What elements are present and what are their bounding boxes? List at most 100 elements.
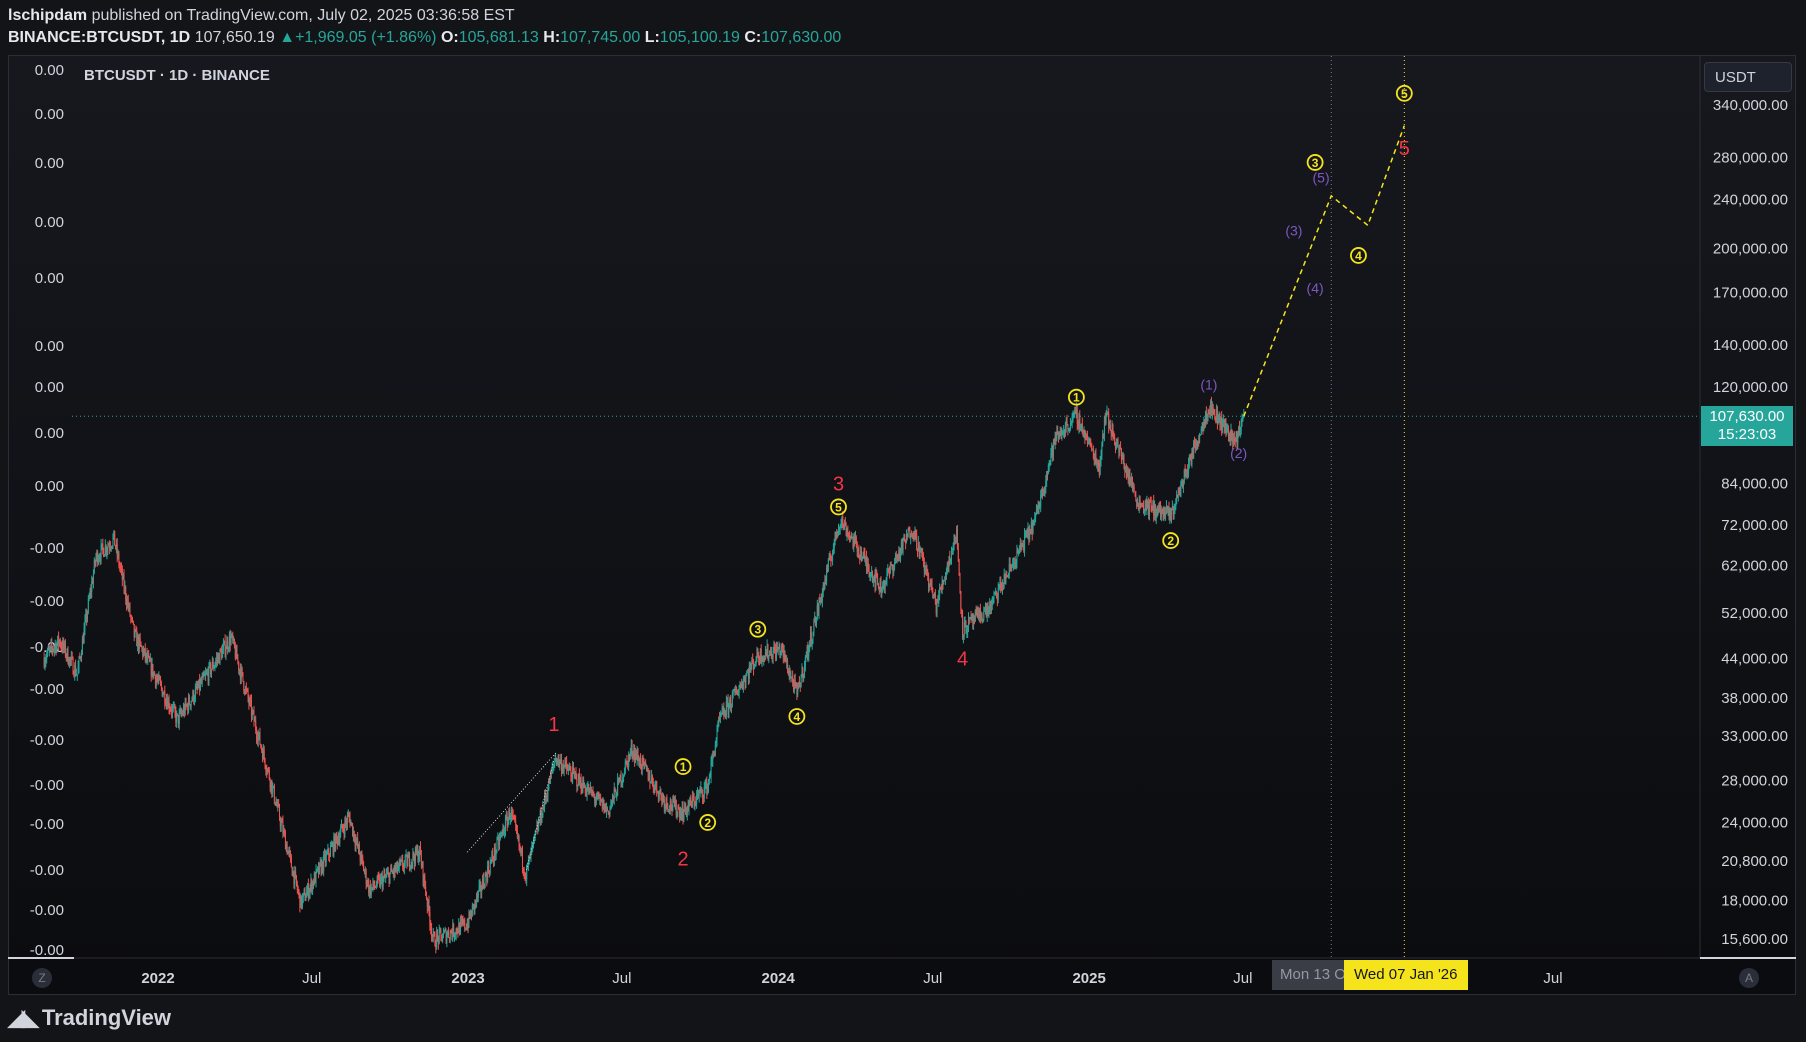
auto-scale-button[interactable]: A — [1739, 968, 1759, 988]
candle-body — [582, 779, 584, 793]
candle-body — [742, 687, 744, 689]
candle-body — [871, 572, 873, 582]
candle-body — [191, 699, 193, 702]
candle-body — [300, 895, 302, 908]
chart-panel[interactable] — [8, 55, 1796, 995]
candle-body — [43, 658, 45, 667]
candle-body — [475, 900, 477, 903]
candle-body — [1189, 454, 1191, 457]
candle-body — [989, 601, 991, 610]
candle-body — [207, 672, 209, 681]
candle-body — [283, 830, 285, 834]
candle-body — [1170, 509, 1172, 520]
candle-body — [222, 648, 224, 658]
candle-body — [578, 774, 580, 786]
candle-body — [567, 768, 569, 771]
candle-body — [951, 549, 953, 561]
candle-body — [1176, 495, 1178, 497]
candle-body — [164, 691, 166, 704]
candle-body — [874, 574, 876, 587]
candle-body — [625, 760, 627, 763]
candle-body — [928, 583, 930, 587]
candle-body — [652, 781, 654, 789]
candle-body — [708, 778, 710, 781]
candle-body — [653, 788, 655, 791]
candle-body — [730, 698, 732, 708]
candle-body — [935, 601, 937, 614]
candle-body — [192, 691, 194, 700]
candle-body — [561, 766, 563, 772]
candle-body — [476, 894, 478, 898]
candle-body — [679, 808, 681, 818]
candle-body — [650, 782, 652, 784]
candle-body — [1195, 442, 1197, 450]
candle-body — [747, 671, 749, 674]
candle-body — [705, 780, 707, 786]
candle-body — [709, 776, 711, 779]
candle-body — [759, 649, 761, 662]
candle-body — [727, 700, 729, 713]
candle-body — [1096, 460, 1098, 467]
candle-body — [95, 556, 97, 564]
candle-body — [543, 805, 545, 808]
candle-body — [1193, 441, 1195, 445]
candle-body — [76, 674, 78, 676]
zoom-button[interactable]: Z — [32, 968, 52, 988]
candle-body — [632, 753, 634, 757]
candle-body — [849, 535, 851, 539]
candle-body — [591, 791, 593, 795]
candle-body — [518, 836, 520, 847]
candle-body — [855, 537, 856, 542]
candle-body — [934, 592, 936, 602]
candle-body — [360, 853, 362, 861]
candle-body — [617, 777, 619, 780]
candle-body — [1205, 411, 1207, 425]
candle-body — [888, 569, 890, 571]
candle-body — [986, 608, 988, 617]
candle-body — [351, 822, 353, 824]
author-name[interactable]: lschipdam — [8, 7, 88, 24]
candle-body — [272, 786, 274, 794]
wave-number: 1 — [680, 760, 687, 774]
candle-body — [105, 545, 107, 553]
candle-body — [1007, 575, 1009, 577]
candle-body — [145, 653, 147, 659]
candle-body — [96, 551, 98, 557]
candle-body — [1094, 454, 1096, 461]
candle-body — [947, 565, 949, 567]
candle-body — [688, 804, 690, 811]
candle-body — [237, 659, 239, 662]
candle-body — [754, 663, 756, 665]
candle-body — [464, 919, 466, 929]
candle-body — [507, 818, 509, 827]
candle-body — [929, 579, 931, 584]
wave-label-red: 2 — [677, 849, 688, 871]
candle-body — [1121, 458, 1123, 461]
candle-body — [863, 552, 865, 554]
candle-body — [910, 534, 912, 539]
candle-body — [1104, 416, 1106, 420]
candle-body — [509, 810, 511, 820]
candle-body — [64, 643, 66, 649]
candle-body — [435, 946, 437, 948]
candle-body — [758, 658, 760, 662]
candle-body — [677, 808, 679, 813]
candle-body — [112, 537, 114, 546]
candle-body — [387, 872, 389, 874]
candle-body — [1045, 480, 1047, 487]
candle-body — [1028, 526, 1030, 539]
candle-body — [1059, 431, 1061, 434]
candle-body — [72, 658, 74, 675]
currency-button[interactable]: USDT — [1704, 62, 1792, 92]
price-chart[interactable]: 340,000.00280,000.00240,000.00200,000.00… — [0, 0, 1806, 1000]
candle-body — [1220, 417, 1222, 426]
candle-body — [841, 517, 843, 524]
candle-body — [1068, 429, 1070, 431]
candle-body — [116, 543, 118, 556]
candle-body — [1019, 543, 1021, 549]
candle-body — [954, 534, 956, 544]
candle-body — [239, 669, 241, 680]
candle-body — [962, 610, 964, 637]
tradingview-logo[interactable]: ◢◣ TradingView — [8, 1005, 171, 1031]
brand-name: TradingView — [41, 1005, 172, 1030]
